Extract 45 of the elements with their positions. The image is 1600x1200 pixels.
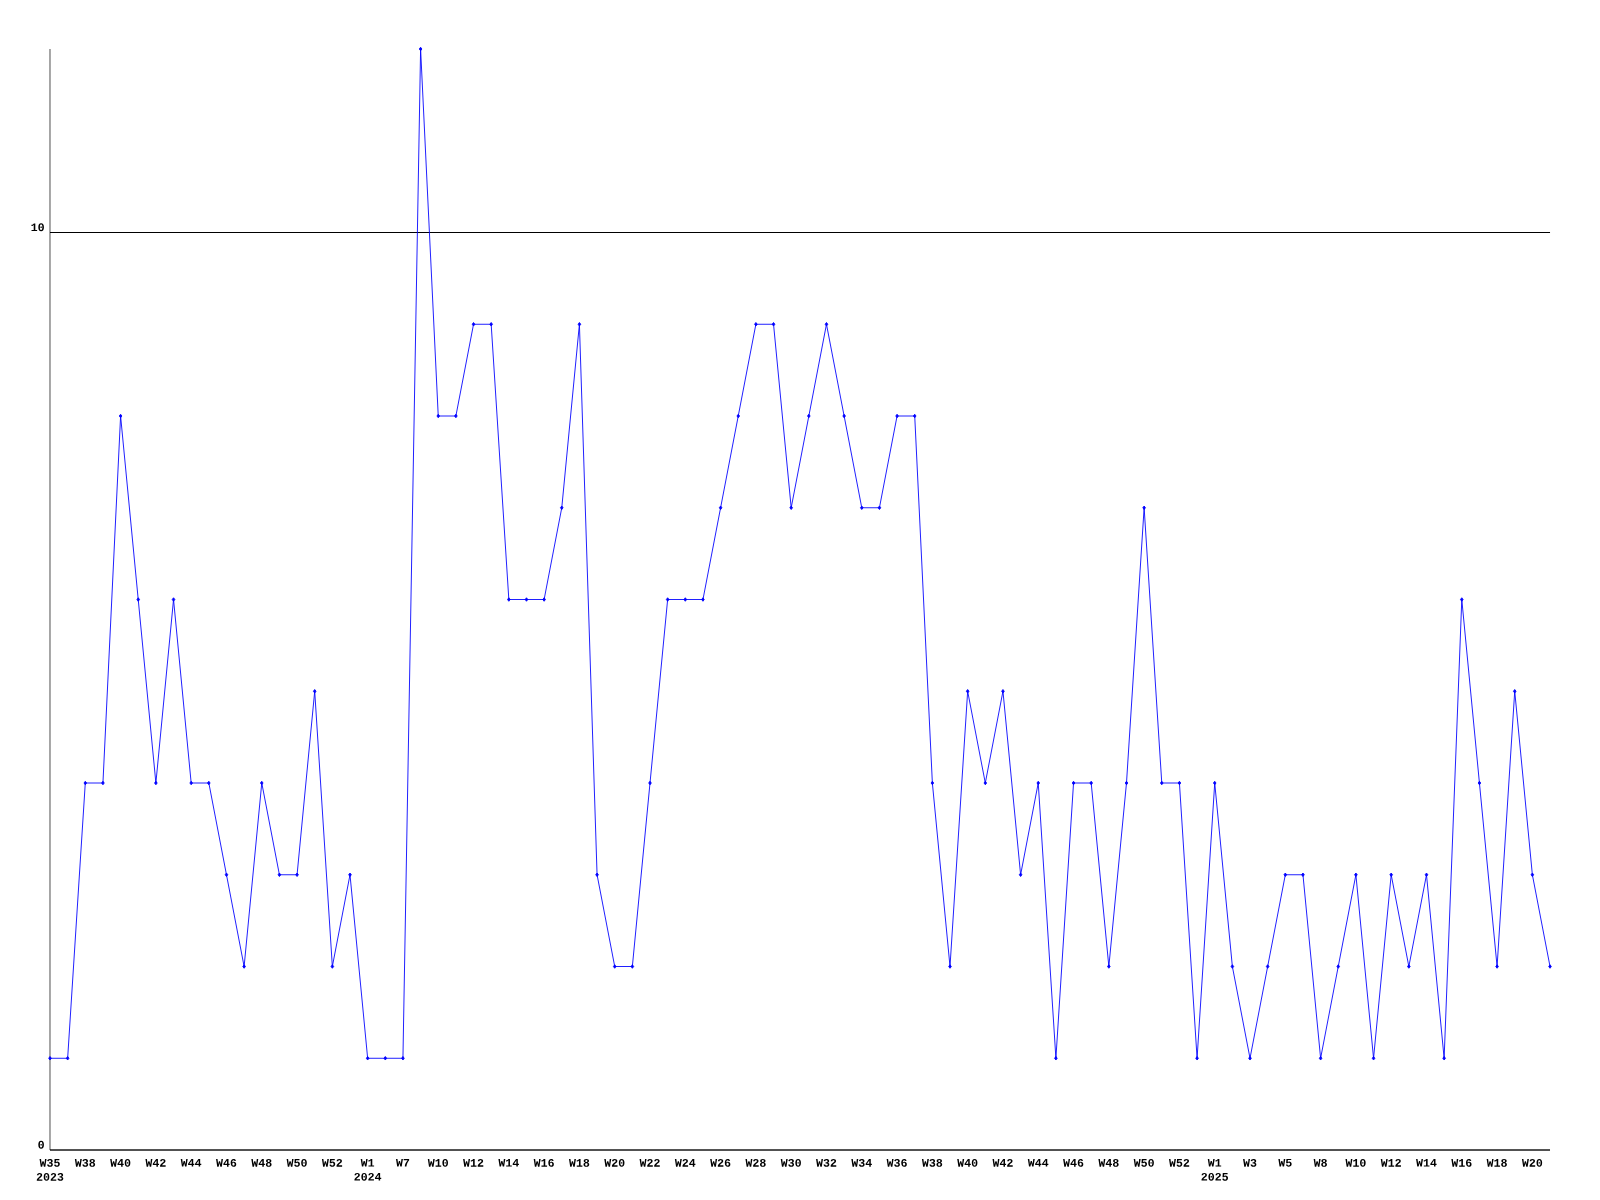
x-tick-label: W44 [1027, 1158, 1049, 1167]
x-tick-label: W38 [921, 1158, 943, 1167]
x-tick-label: W36 [886, 1158, 907, 1167]
x-tick-label: W34 [851, 1158, 872, 1167]
x-tick-label: W32 [816, 1158, 837, 1167]
x-tick-label: W7 [395, 1158, 410, 1167]
x-tick-label: W12 [1380, 1158, 1401, 1167]
x-tick-label: W48 [251, 1158, 272, 1167]
x-tick-label: W46 [1063, 1158, 1084, 1167]
x-tick-label: W1 2024 [354, 1158, 382, 1181]
x-tick-label: W52 [321, 1158, 343, 1167]
x-tick-label: W18 [568, 1158, 590, 1167]
x-tick-label: W44 [180, 1158, 202, 1167]
x-tick-label: W10 [427, 1158, 448, 1167]
x-tick-label: W42 [992, 1158, 1013, 1167]
x-tick-label: W38 [74, 1158, 96, 1167]
x-tick-label: W5 [1278, 1158, 1292, 1167]
x-tick-label: W3 [1243, 1158, 1257, 1167]
x-tick-label: W10 [1345, 1158, 1366, 1167]
x-tick-label: W46 [216, 1158, 237, 1167]
x-tick-label: W42 [145, 1158, 166, 1167]
x-tick-label: W1 2025 [1201, 1158, 1229, 1181]
x-tick-label: W35 2023 [36, 1158, 64, 1181]
x-tick-label: W40 [110, 1158, 131, 1167]
x-tick-label: W52 [1168, 1158, 1190, 1167]
x-tick-label: W22 [639, 1158, 660, 1167]
x-tick-label: W20 [1521, 1158, 1543, 1167]
y-tick-label: 0 [38, 1140, 44, 1149]
x-tick-label: W28 [745, 1158, 766, 1167]
y-tick-label: 10 [31, 223, 44, 232]
x-tick-label: W18 [1486, 1158, 1507, 1167]
x-tick-label: W50 [286, 1158, 307, 1167]
x-tick-label: W20 [604, 1158, 625, 1167]
x-tick-label: W26 [710, 1158, 731, 1167]
x-tick-label: W16 [533, 1158, 554, 1167]
x-tick-label: W50 [1133, 1158, 1154, 1167]
x-tick-label: W16 [1451, 1158, 1472, 1167]
x-tick-label: W48 [1098, 1158, 1119, 1167]
x-tick-label: W30 [780, 1158, 801, 1167]
x-tick-label: W14 [498, 1158, 519, 1167]
x-tick-label: W12 [463, 1158, 484, 1167]
x-tick-label: W24 [674, 1158, 696, 1167]
x-tick-label: W40 [957, 1158, 978, 1167]
x-tick-label: W8 [1313, 1158, 1327, 1167]
x-tick-label: W14 [1416, 1158, 1437, 1167]
